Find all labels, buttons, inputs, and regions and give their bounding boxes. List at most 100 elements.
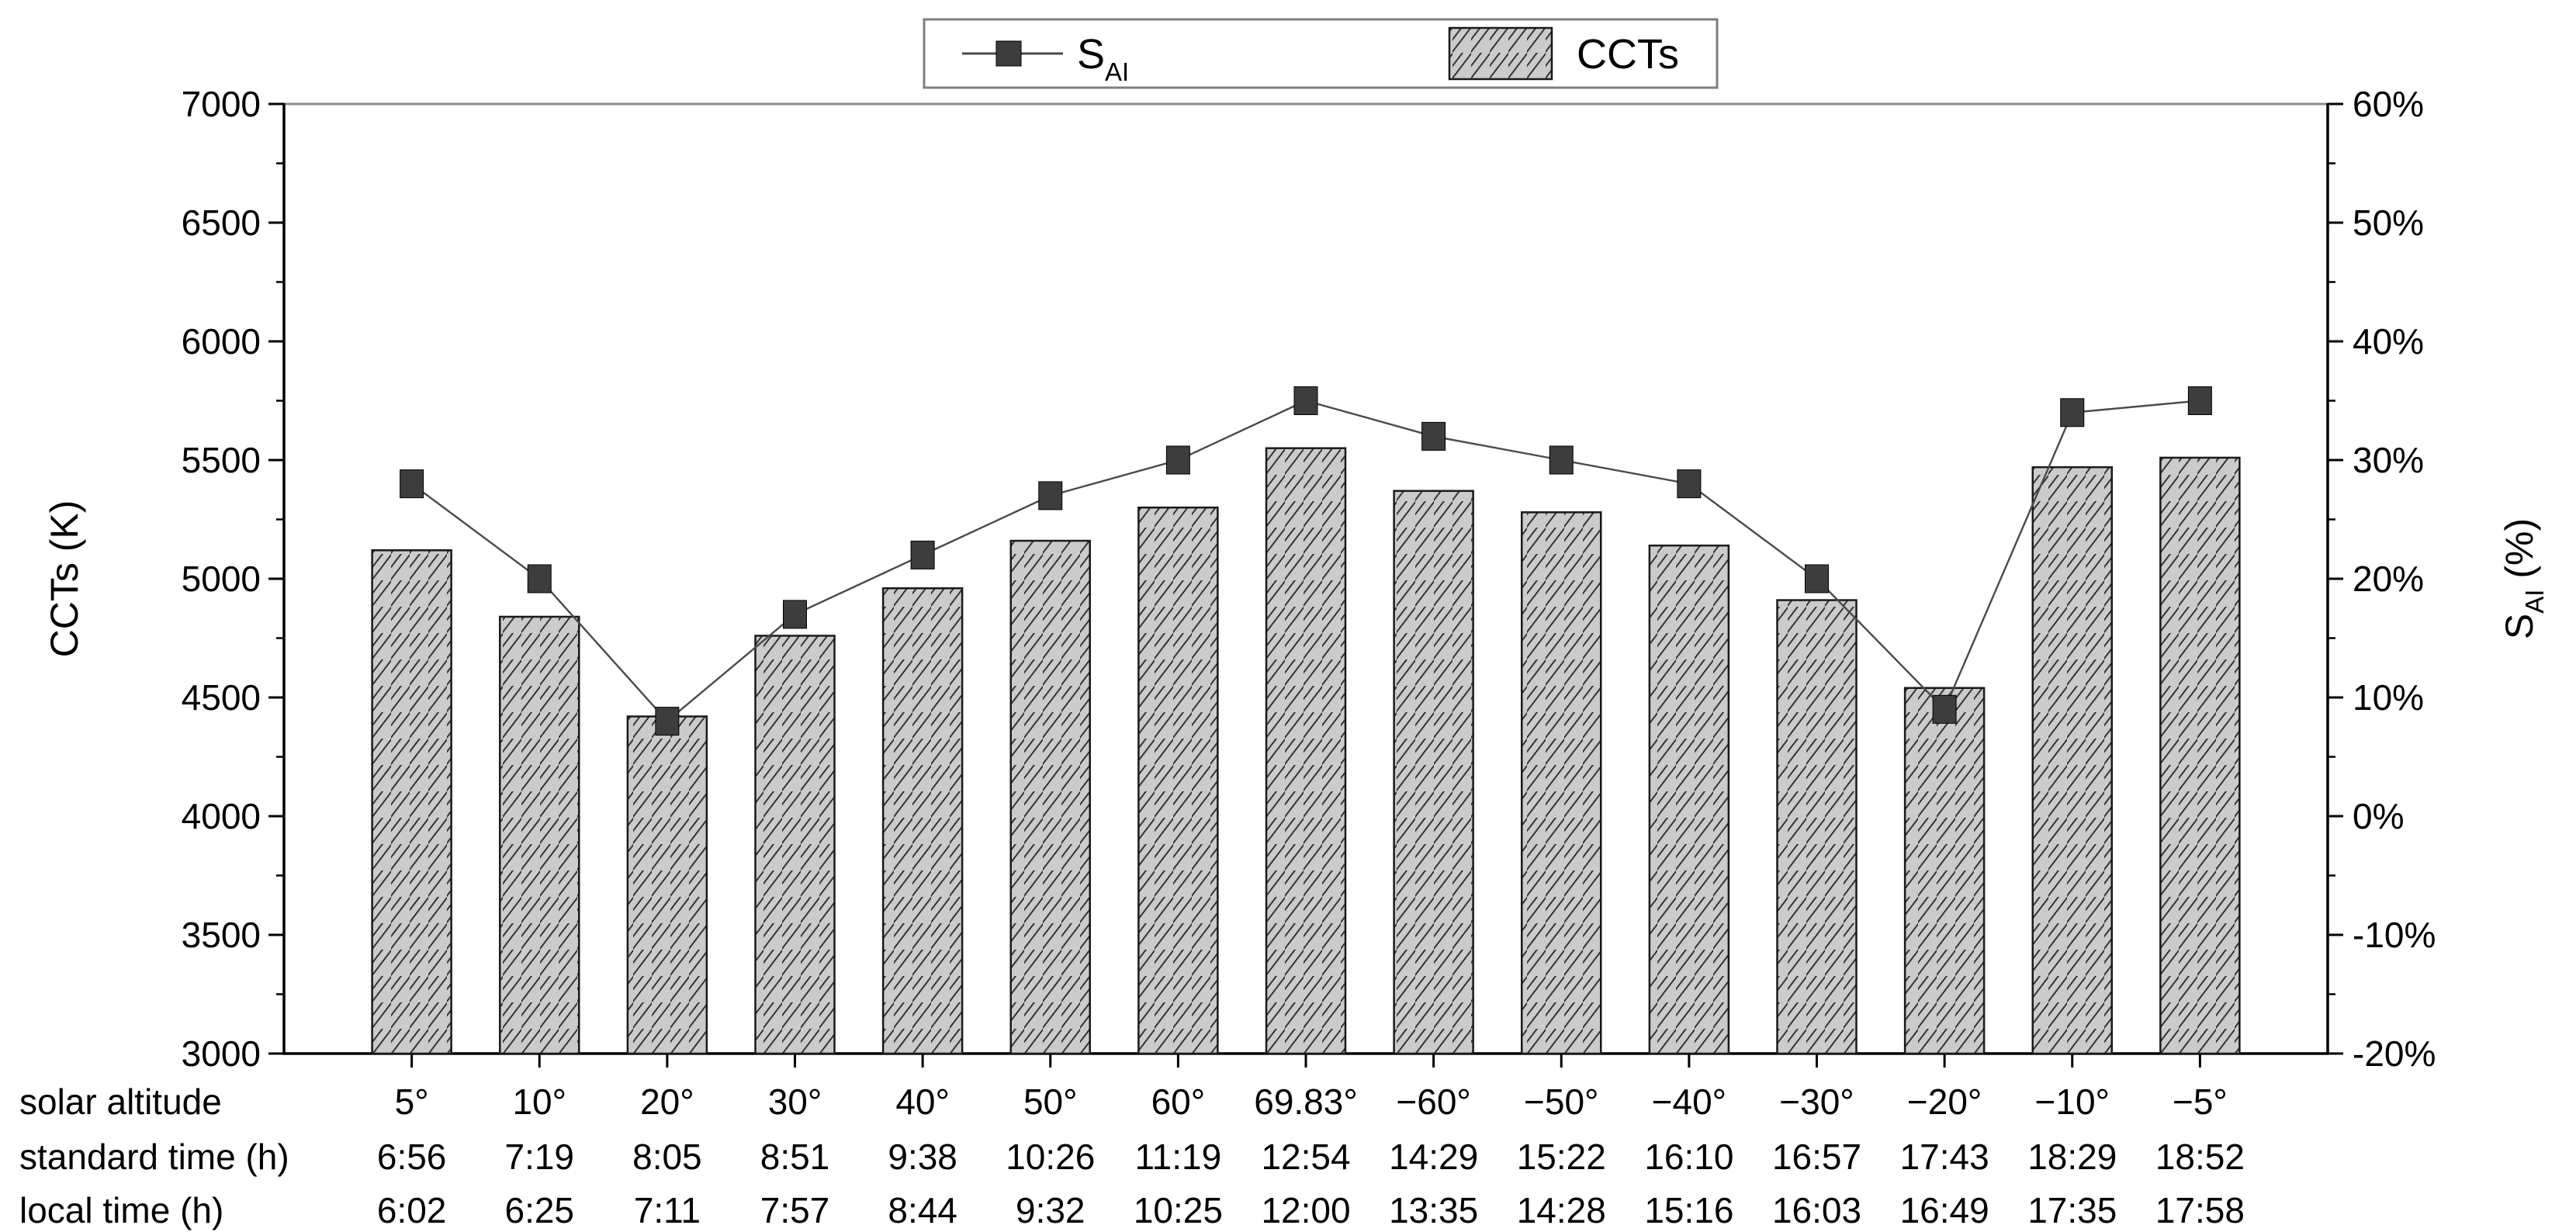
x-row-2-value: 8:51 xyxy=(760,1137,830,1177)
x-row-2-value: 9:38 xyxy=(888,1137,957,1177)
x-row-label-1: solar altitude xyxy=(19,1081,222,1122)
x-row-3-value: 8:44 xyxy=(888,1190,957,1230)
marker-sai-15 xyxy=(2187,386,2212,415)
left-axis-tick-label: 7000 xyxy=(182,84,261,124)
x-row-1-value: 40° xyxy=(895,1081,950,1122)
marker-sai-4 xyxy=(783,600,807,629)
x-row-1-value: −20° xyxy=(1907,1081,1982,1122)
x-row-3-value: 7:57 xyxy=(760,1190,830,1230)
marker-sai-12 xyxy=(1805,564,1829,594)
x-row-2-value: 6:56 xyxy=(377,1137,447,1177)
right-axis-tick-label: 10% xyxy=(2353,677,2424,718)
bar-ccts-8 xyxy=(1265,447,1347,1055)
left-axis-tick-label: 6000 xyxy=(182,321,261,362)
left-axis-tick-label: 4000 xyxy=(182,796,261,836)
legend-label-ccts: CCTs xyxy=(1577,31,1679,78)
marker-sai-13 xyxy=(1932,694,1957,724)
bar-ccts-10 xyxy=(1521,511,1602,1055)
x-row-1-value: 30° xyxy=(768,1081,822,1122)
x-row-3-value: 6:25 xyxy=(504,1190,574,1230)
bar-ccts-9 xyxy=(1393,490,1474,1055)
marker-sai-14 xyxy=(2060,398,2085,427)
right-axis-tick-label: 0% xyxy=(2353,796,2404,836)
marker-sai-5 xyxy=(910,540,935,569)
marker-sai-1 xyxy=(400,469,424,499)
x-row-3-value: 17:58 xyxy=(2155,1190,2245,1230)
x-row-3-value: 6:02 xyxy=(377,1190,447,1230)
right-axis-tick-label: 30% xyxy=(2353,440,2424,480)
x-row-3-value: 16:49 xyxy=(1900,1190,1989,1230)
x-row-1-value: −30° xyxy=(1779,1081,1854,1122)
bar-ccts-7 xyxy=(1137,506,1219,1055)
left-axis-tick-label: 5000 xyxy=(182,559,261,599)
x-row-1-value: 60° xyxy=(1151,1081,1206,1122)
x-row-1-value: −5° xyxy=(2173,1081,2228,1122)
x-row-3-value: 7:11 xyxy=(634,1190,701,1230)
marker-sai-11 xyxy=(1677,469,1702,499)
x-row-3-value: 12:00 xyxy=(1261,1190,1350,1230)
x-row-2-value: 12:54 xyxy=(1261,1137,1350,1177)
x-row-1-value: 50° xyxy=(1023,1081,1078,1122)
bar-ccts-12 xyxy=(1776,599,1858,1055)
x-row-2-value: 8:05 xyxy=(632,1137,702,1177)
x-row-1-value: 20° xyxy=(640,1081,694,1122)
bar-ccts-14 xyxy=(2031,465,2113,1055)
right-axis-tick-label: 20% xyxy=(2353,559,2424,599)
marker-sai-7 xyxy=(1165,445,1190,475)
x-row-1-value: 10° xyxy=(512,1081,566,1122)
x-row-2-value: 16:57 xyxy=(1772,1137,1861,1177)
right-axis-tick-label: 60% xyxy=(2353,84,2424,124)
x-row-1-value: −60° xyxy=(1396,1081,1470,1122)
bar-ccts-13 xyxy=(1903,687,1986,1055)
x-row-2-value: 15:22 xyxy=(1517,1137,1606,1177)
x-row-label-2: standard time (h) xyxy=(19,1137,289,1177)
marker-sai-2 xyxy=(527,564,552,594)
bar-ccts-11 xyxy=(1648,544,1730,1055)
bar-ccts-2 xyxy=(499,615,580,1055)
x-row-1-value: 69.83° xyxy=(1254,1081,1358,1122)
right-axis-title: SAI (%) xyxy=(2498,518,2549,639)
x-row-2-value: 17:43 xyxy=(1900,1137,1989,1177)
x-row-3-value: 13:35 xyxy=(1389,1190,1478,1230)
x-row-1-value: −10° xyxy=(2035,1081,2110,1122)
marker-sai-8 xyxy=(1293,386,1318,415)
x-row-1-value: −50° xyxy=(1524,1081,1598,1122)
x-row-3-value: 16:03 xyxy=(1772,1190,1861,1230)
left-axis-tick-label: 3500 xyxy=(182,915,261,955)
right-axis-tick-label: -20% xyxy=(2353,1033,2436,1074)
left-axis-tick-label: 4500 xyxy=(182,677,261,718)
x-row-2-value: 7:19 xyxy=(504,1137,574,1177)
bar-ccts-5 xyxy=(881,587,964,1055)
x-row-2-value: 18:52 xyxy=(2155,1137,2245,1177)
right-axis-tick-label: 50% xyxy=(2353,202,2424,243)
x-row-label-3: local time (h) xyxy=(19,1190,223,1230)
x-row-3-value: 14:28 xyxy=(1517,1190,1606,1230)
x-row-3-value: 15:16 xyxy=(1644,1190,1733,1230)
bar-ccts-15 xyxy=(2159,456,2241,1055)
x-row-3-value: 10:25 xyxy=(1134,1190,1223,1230)
x-row-2-value: 11:19 xyxy=(1135,1137,1222,1177)
right-axis-tick-label: 40% xyxy=(2353,321,2424,362)
left-axis-title: CCTs (K) xyxy=(43,500,86,658)
legend-sai-marker-icon xyxy=(995,40,1022,67)
left-axis-tick-label: 6500 xyxy=(182,202,261,243)
x-row-2-value: 18:29 xyxy=(2027,1137,2117,1177)
x-row-3-value: 17:35 xyxy=(2027,1190,2117,1230)
marker-sai-9 xyxy=(1421,421,1446,451)
left-axis-tick-label: 3000 xyxy=(182,1033,261,1074)
bar-ccts-4 xyxy=(754,635,836,1055)
x-row-2-value: 14:29 xyxy=(1389,1137,1478,1177)
x-row-2-value: 10:26 xyxy=(1006,1137,1095,1177)
x-row-1-value: −40° xyxy=(1652,1081,1726,1122)
x-row-3-value: 9:32 xyxy=(1016,1190,1085,1230)
right-axis-tick-label: -10% xyxy=(2353,915,2436,955)
marker-sai-6 xyxy=(1038,481,1063,510)
legend-ccts-swatch-icon xyxy=(1448,26,1553,81)
bar-ccts-1 xyxy=(371,549,452,1055)
left-axis-tick-label: 5500 xyxy=(182,440,261,480)
legend-label-sai: SAI xyxy=(1077,31,1129,86)
marker-sai-10 xyxy=(1549,445,1574,475)
bar-ccts-3 xyxy=(626,715,708,1055)
